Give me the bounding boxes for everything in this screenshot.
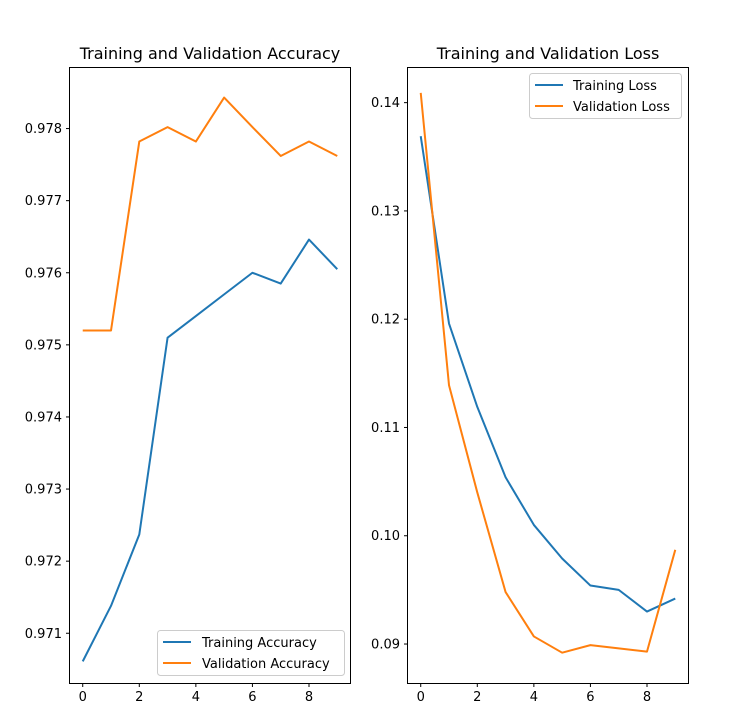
accuracy-subplot: Training and Validation Accuracy 0 2 4 6 8 0.…: [25, 44, 351, 705]
accuracy-y-tick-label: 0.971: [25, 627, 62, 642]
loss-x-tick-label: 6: [586, 690, 594, 705]
accuracy-y-tick-label: 0.975: [25, 338, 62, 353]
accuracy-x-tick-label: 6: [248, 690, 256, 705]
loss-x-tick-label: 8: [643, 690, 651, 705]
series-line-training-loss: [419, 136, 676, 613]
accuracy-x-tick-label: 8: [305, 690, 313, 705]
series-line-training-accuracy: [81, 238, 338, 662]
loss-y-tick-label: 0.12: [371, 313, 400, 328]
accuracy-plot-frame: [69, 67, 351, 684]
accuracy-x-tick-label: 2: [135, 690, 143, 705]
loss-y-tick-label: 0.14: [371, 96, 400, 111]
loss-x-tick-label: 2: [473, 690, 481, 705]
loss-legend: Training Loss Validation Loss: [529, 73, 682, 119]
loss-chart-title: Training and Validation Loss: [436, 44, 660, 63]
loss-y-tick-label: 0.11: [371, 421, 400, 436]
accuracy-x-tick-label: 4: [192, 690, 200, 705]
loss-plot-frame: [407, 67, 689, 684]
series-line-validation-accuracy: [82, 96, 338, 332]
accuracy-legend-box: [157, 630, 345, 676]
legend-label-training-accuracy: Training Accuracy: [201, 636, 317, 651]
loss-x-tick-label: 0: [417, 690, 425, 705]
accuracy-chart-title: Training and Validation Accuracy: [79, 44, 341, 63]
loss-legend-box: [529, 73, 682, 119]
accuracy-y-tick-label: 0.978: [25, 122, 62, 137]
accuracy-legend: Training Accuracy Validation Accuracy: [157, 630, 345, 676]
legend-label-validation-loss: Validation Loss: [573, 100, 670, 115]
accuracy-y-tick-label: 0.972: [25, 555, 62, 570]
accuracy-y-tick-label: 0.976: [25, 266, 62, 281]
accuracy-y-tick-label: 0.974: [25, 410, 62, 425]
loss-subplot: Training and Validation Loss 0 2 4 6 8 0.09 0.…: [371, 44, 689, 705]
loss-y-tick-label: 0.10: [371, 529, 400, 544]
loss-y-tick-label: 0.13: [371, 204, 400, 219]
series-line-validation-loss: [419, 92, 677, 654]
accuracy-y-tick-label: 0.973: [25, 483, 62, 498]
loss-x-tick-label: 4: [530, 690, 538, 705]
accuracy-y-tick-label: 0.977: [25, 194, 62, 209]
legend-label-validation-accuracy: Validation Accuracy: [202, 657, 330, 672]
loss-y-tick-label: 0.09: [371, 638, 400, 653]
legend-label-training-loss: Training Loss: [572, 79, 657, 94]
accuracy-x-tick-label: 0: [79, 690, 87, 705]
